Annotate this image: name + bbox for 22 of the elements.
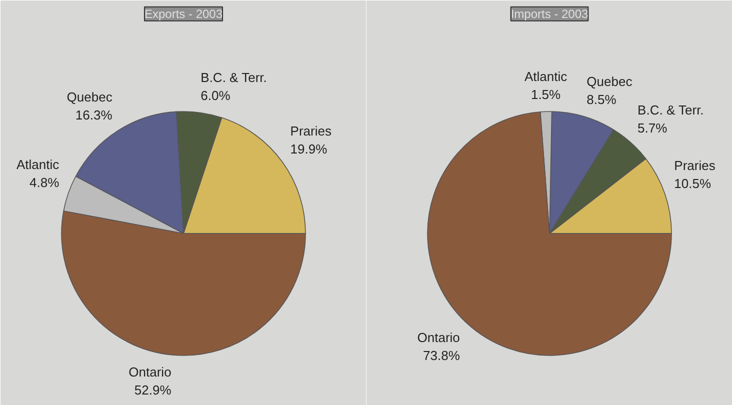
data-label: 16.3% [75,108,113,123]
slice-label: B.C. & Terr. [200,70,267,85]
slice-label: Quebec [586,74,633,90]
data-label: 73.8% [423,348,460,364]
chart-title: Imports - 2003 [510,6,589,21]
slice-label: Atlantic [16,157,60,172]
slice-label: Atlantic [524,68,568,84]
data-label: 1.5% [530,86,562,102]
data-label: 52.9% [134,382,172,398]
slice-label: Praries [290,123,332,138]
data-label: 5.7% [638,120,668,136]
data-label: 4.8% [30,175,60,190]
data-label: 8.5% [586,92,617,108]
data-label: 10.5% [674,176,712,191]
data-label: 19.9% [290,141,328,156]
slice-label: B.C. & Terr. [638,102,704,118]
slice-label: Ontario [128,364,172,380]
slice-label: Quebec [66,90,113,105]
slice-label: Praries [674,158,716,173]
slice-label: Ontario [417,330,460,346]
chart-title: Exports - 2003 [144,6,223,21]
data-label: 6.0% [200,88,231,103]
